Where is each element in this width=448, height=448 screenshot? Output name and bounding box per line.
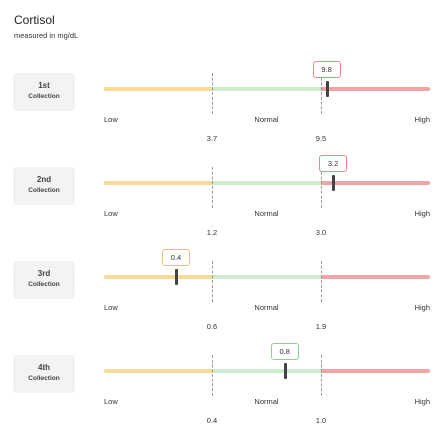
value-bubble: 0.8 (270, 343, 299, 360)
chart-title: Cortisol (14, 13, 55, 27)
high-threshold-value: 3.0 (315, 228, 327, 237)
low-threshold-value: 1.2 (206, 228, 218, 237)
high-threshold-value: 1.9 (315, 322, 327, 331)
high-threshold-value: 9.5 (315, 134, 327, 143)
normal-label: Normal (254, 209, 279, 218)
value-bubble: 0.4 (162, 249, 190, 266)
value-marker (332, 175, 336, 191)
collection-label: Collection (28, 375, 60, 382)
value-marker (283, 363, 287, 379)
collection-number: 4th (38, 363, 50, 372)
high-label: High (414, 115, 430, 124)
low-threshold-value: 0.4 (206, 416, 218, 425)
collection-number: 2nd (36, 175, 52, 184)
range-track: 9.8 Low Normal High 3.7 9.5 (104, 61, 430, 143)
collection-row: 2nd Collection 3.2 Low Normal High 1.2 3… (0, 155, 448, 257)
low-threshold-value: 0.6 (206, 322, 218, 331)
normal-label: Normal (254, 303, 279, 312)
low-zone (104, 369, 212, 373)
high-label: High (414, 397, 430, 406)
low-label: Low (104, 303, 118, 312)
high-threshold-tick (321, 355, 322, 396)
normal-zone (212, 181, 321, 185)
collection-badge: 2nd Collection (13, 167, 75, 205)
low-zone (104, 87, 212, 91)
low-zone (104, 181, 212, 185)
low-threshold-tick (212, 261, 213, 302)
collection-row: 1st Collection 9.8 Low Normal High 3.7 9… (0, 61, 448, 163)
collection-row: 4th Collection 0.8 Low Normal High 0.4 1… (0, 343, 448, 445)
low-threshold-tick (212, 73, 213, 114)
collection-number: 1st (38, 81, 50, 90)
low-threshold-tick (212, 355, 213, 396)
collection-row: 3rd Collection 0.4 Low Normal High 0.6 1… (0, 249, 448, 351)
collection-badge: 4th Collection (13, 355, 75, 393)
high-label: High (414, 303, 430, 312)
low-label: Low (104, 209, 118, 218)
value-bubble: 9.8 (312, 61, 341, 78)
value-marker (325, 81, 329, 97)
high-zone (321, 369, 430, 373)
high-threshold-tick (321, 261, 322, 302)
high-label: High (414, 209, 430, 218)
range-track: 0.4 Low Normal High 0.6 1.9 (104, 249, 430, 331)
collection-badge: 1st Collection (13, 73, 75, 111)
low-zone (104, 275, 212, 279)
low-threshold-tick (212, 167, 213, 208)
high-zone (321, 87, 430, 91)
high-threshold-tick (321, 73, 322, 114)
collection-badge: 3rd Collection (13, 261, 75, 299)
unit-subtitle: measured in mg/dL (14, 31, 79, 40)
low-label: Low (104, 115, 118, 124)
normal-zone (212, 369, 321, 373)
value-bubble: 3.2 (319, 155, 348, 172)
collection-number: 3rd (37, 269, 51, 278)
high-threshold-tick (321, 167, 322, 208)
normal-zone (212, 275, 321, 279)
collection-label: Collection (28, 281, 60, 288)
collection-label: Collection (28, 93, 60, 100)
high-threshold-value: 1.0 (315, 416, 327, 425)
high-zone (321, 275, 430, 279)
range-track: 3.2 Low Normal High 1.2 3.0 (104, 155, 430, 237)
low-label: Low (104, 397, 118, 406)
range-track: 0.8 Low Normal High 0.4 1.0 (104, 343, 430, 425)
normal-label: Normal (254, 397, 279, 406)
value-marker (175, 269, 178, 285)
normal-zone (212, 87, 321, 91)
collection-label: Collection (28, 187, 60, 194)
normal-label: Normal (254, 115, 279, 124)
low-threshold-value: 3.7 (206, 134, 218, 143)
high-zone (321, 181, 430, 185)
